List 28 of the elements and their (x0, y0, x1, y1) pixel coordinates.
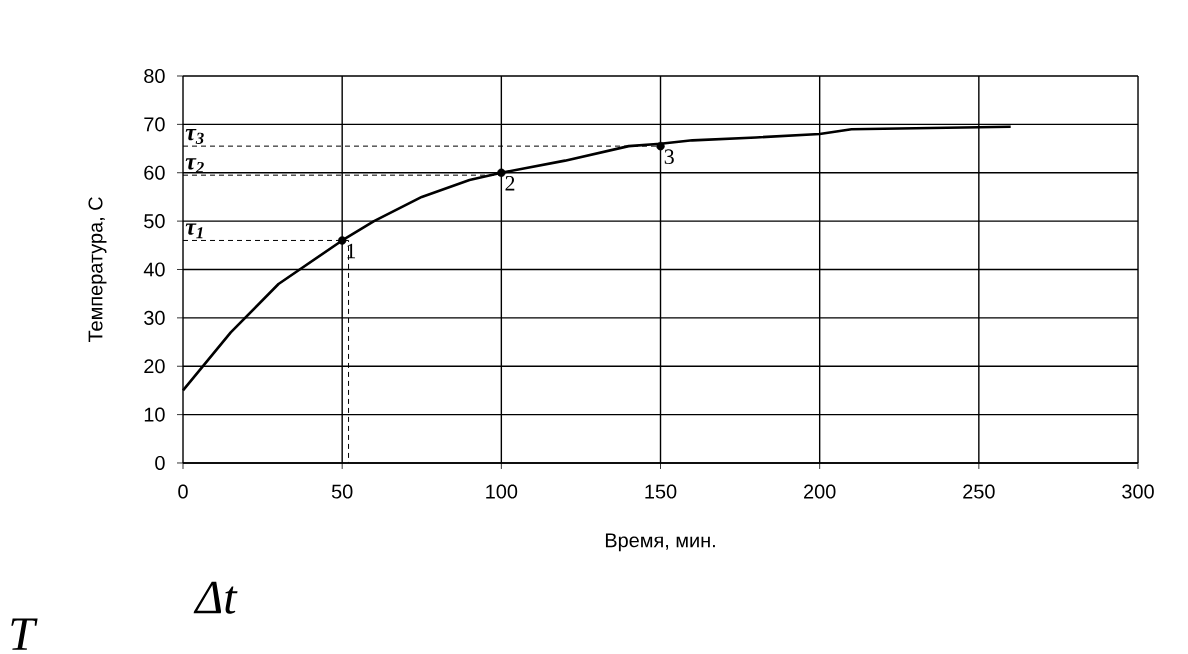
y-tick-label: 30 (144, 310, 165, 325)
text: Δt (193, 581, 238, 614)
y-tick-label: 80 (144, 68, 165, 84)
x-axis-title: Время, мин. (605, 533, 715, 552)
y-tick-label: 0 (155, 455, 165, 471)
x-tick-label: 300 (1122, 484, 1154, 499)
x-tick-label: 100 (486, 484, 518, 499)
annotation: 1 (347, 243, 356, 259)
y-tick-label: 20 (144, 359, 165, 374)
annotation: τ$_{3}$ (185, 129, 204, 144)
y-tick-label: 50 (144, 214, 165, 229)
annotation: τ$_{1}$ (185, 223, 203, 239)
annotation: 3 (664, 149, 674, 165)
point (656, 141, 665, 151)
y-tick-label: 70 (144, 117, 165, 132)
y-tick-label: 10 (144, 407, 165, 422)
annotation: 2 (505, 175, 515, 191)
x-tick-label: 0 (178, 484, 188, 499)
y-tick-label: 40 (143, 262, 165, 277)
y-axis-title: Температура, С (88, 197, 107, 343)
text: T (11, 618, 38, 650)
x-tick-label: 200 (804, 484, 836, 499)
x-tick-label: 50 (331, 484, 353, 499)
y-tick-label: 60 (144, 165, 165, 180)
point (337, 236, 347, 245)
x-tick-label: 150 (645, 484, 677, 499)
x-tick-label: 250 (963, 484, 995, 499)
point (497, 168, 506, 177)
